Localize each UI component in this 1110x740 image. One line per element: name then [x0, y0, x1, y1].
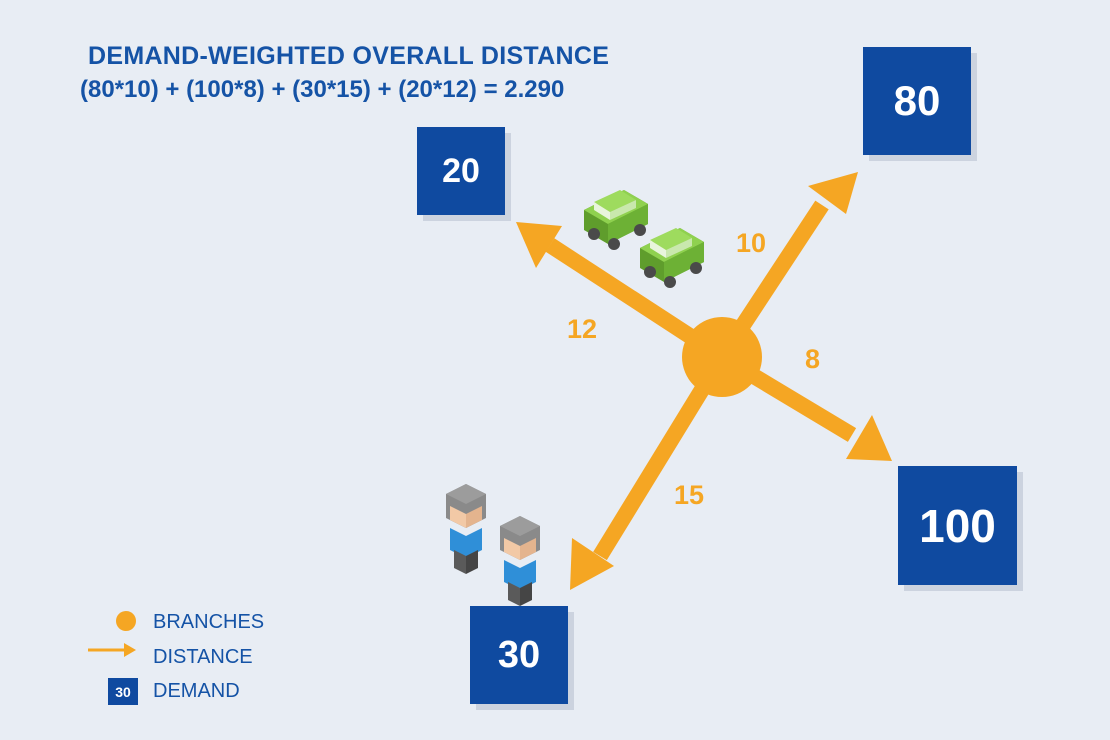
diagram-title: DEMAND-WEIGHTED OVERALL DISTANCE: [88, 42, 610, 70]
legend-arrow-icon: [88, 643, 136, 657]
car-icon: [640, 228, 704, 288]
demand-box-20: 20: [417, 127, 505, 215]
demand-box-100: 100: [898, 466, 1017, 585]
distance-arrow-15: [570, 352, 729, 590]
distance-label-10: 10: [736, 228, 767, 258]
formula-text: (80*10) + (100*8) + (30*15) + (20*12) = …: [80, 76, 565, 103]
legend-demand-label: DEMAND: [153, 680, 240, 702]
distance-label-12: 12: [567, 314, 598, 344]
branch-circle-icon: [682, 317, 762, 397]
person-icon: [500, 516, 540, 606]
distance-label-8: 8: [805, 344, 821, 374]
demand-box-80: 80: [863, 47, 971, 155]
legend-distance-label: DISTANCE: [153, 646, 253, 668]
person-icon: [446, 484, 486, 574]
car-icon: [584, 190, 648, 250]
legend-branches-label: BRANCHES: [153, 611, 265, 633]
legend-demand-icon: 30: [108, 678, 138, 705]
demand-box-30: 30: [470, 606, 568, 704]
distance-label-15: 15: [674, 480, 705, 510]
legend-branch-icon: [116, 611, 136, 631]
